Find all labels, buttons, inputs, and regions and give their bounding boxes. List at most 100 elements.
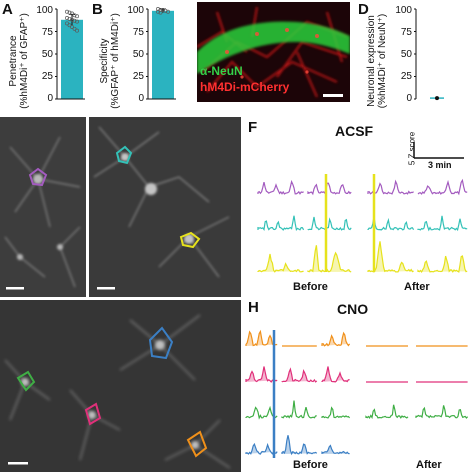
panel-c-image <box>197 2 350 102</box>
panel-d-ytick-50: 50 <box>400 49 412 60</box>
cell-outline-yellow <box>179 231 201 249</box>
panel-h-trace-2-0 <box>245 405 278 420</box>
panel-f-before-label: Before <box>293 281 328 293</box>
panel-d-ytick-75: 75 <box>400 27 412 38</box>
panel-a-datapoint <box>72 18 77 23</box>
panel-a-datapoint <box>75 28 79 33</box>
cell-outline-magenta <box>84 402 102 426</box>
panel-b-ytick-75: 75 <box>132 27 144 38</box>
panel-a-datapoint <box>72 26 77 31</box>
panel-a-ytick-75: 75 <box>41 27 53 38</box>
panel-d-ytick-0: 0 <box>406 93 412 104</box>
panel-f-trace-1-1 <box>307 216 352 231</box>
panel-h-trace-2-1 <box>281 400 317 419</box>
panel-h-trace-2-4 <box>415 405 469 419</box>
panel-f-trace-1-0 <box>257 215 305 232</box>
panel-d-ytick-25: 25 <box>400 71 412 82</box>
panel-a-datapoint <box>72 13 77 18</box>
panel-h-trace-3-2 <box>321 444 350 455</box>
panel-h-trace-2-3 <box>365 404 409 420</box>
panel-h-trace-3-1 <box>281 435 318 456</box>
panel-f-trace-0-3 <box>417 178 468 196</box>
panel-a-ytick-100: 100 <box>36 5 53 16</box>
scale-bar-e-right <box>97 287 115 290</box>
cell-outline-blue <box>148 326 174 360</box>
panel-a-datapoint <box>67 16 72 21</box>
panel-e-image-left <box>0 117 86 297</box>
panel-a-ytick-50: 50 <box>41 49 53 60</box>
panel-label-f: F <box>248 119 258 136</box>
panel-h-trace-3-0 <box>245 442 278 455</box>
panel-c-label-neun: α-NeuN <box>200 64 243 78</box>
panel-f-trace-2-1 <box>307 245 352 273</box>
panel-a-datapoint <box>67 23 72 28</box>
scale-bar-g <box>8 462 28 465</box>
panel-f-trace-1-3 <box>417 215 468 232</box>
panel-a-datapoint <box>65 16 69 20</box>
cell-outline-purple <box>28 167 48 187</box>
panel-g-image <box>0 300 241 472</box>
panel-a-datapoint <box>67 10 72 15</box>
panel-b-ytick-50: 50 <box>132 49 144 60</box>
panel-b-datapoint <box>158 10 163 15</box>
panel-a-datapoint <box>75 14 79 19</box>
panel-f-traces <box>257 174 468 273</box>
panel-f-scalebar <box>413 142 464 159</box>
panel-h-trace-0-0 <box>245 329 278 347</box>
panel-c-micrograph: α-NeuN hM4Di-mCherry <box>197 2 350 102</box>
panel-label-d: D <box>358 1 369 18</box>
panel-a-ylabel: Penetrance (%hM4Di⁺ of GFAP⁺) <box>8 13 30 109</box>
panel-d-datapoint <box>435 96 439 101</box>
cell-outline-cyan <box>115 145 133 165</box>
panel-label-a: A <box>2 1 13 18</box>
panel-a-bar <box>61 19 83 99</box>
panel-b-datapoint <box>163 8 168 13</box>
cell-outline-orange <box>186 430 208 458</box>
panel-h-trace-1-2 <box>321 366 350 383</box>
panel-b-ytick-0: 0 <box>138 93 144 104</box>
panel-h-trace-1-1 <box>281 367 318 383</box>
panel-d-chart <box>414 8 444 101</box>
panel-a-datapoint <box>65 9 69 14</box>
panel-b-ytick-25: 25 <box>132 71 144 82</box>
panel-a-chart <box>55 8 85 100</box>
panel-c-label-hm4di: hM4Di-mCherry <box>200 80 290 94</box>
panel-h-title: CNO <box>337 301 369 317</box>
panel-d-ytick-100: 100 <box>395 5 412 16</box>
scale-bar-e-left <box>6 287 24 290</box>
panel-f-trace-2-3 <box>417 255 468 273</box>
panel-h-trace-0-2 <box>321 331 351 347</box>
cell-outline-green <box>16 370 36 392</box>
scale-bar-c <box>323 94 343 97</box>
panel-h-trace-2-2 <box>321 406 351 419</box>
panel-label-b: B <box>92 1 103 18</box>
panel-b-chart <box>146 7 176 100</box>
panel-b-ytick-100: 100 <box>127 5 144 16</box>
panel-b-ylabel: Specificity (%GFAP⁺ of hM4Di⁺) <box>99 13 121 109</box>
panel-f-trace-0-0 <box>257 179 304 195</box>
panel-e-image-right <box>89 117 241 297</box>
panel-b-datapoint <box>161 7 165 12</box>
panel-f-trace-0-1 <box>307 182 352 196</box>
panel-a-datapoint <box>70 17 74 22</box>
panel-d-ylabel: Neuronal expression (%hM4Di⁺ of NeuN⁺) <box>366 13 388 109</box>
panel-f-after-label: After <box>404 281 430 293</box>
panel-f-title: ACSF <box>335 123 374 139</box>
panel-b-datapoint <box>166 9 170 14</box>
panel-f-trace-2-0 <box>257 253 304 273</box>
panel-a-datapoint <box>75 19 79 24</box>
panel-b-datapoint <box>156 9 160 14</box>
panel-label-h: H <box>248 299 259 316</box>
panel-f-scalebar-x-label: 3 min <box>428 160 452 170</box>
panel-a-datapoint <box>70 11 74 16</box>
panel-f-scalebar-y-label: 5 Z score <box>407 131 417 166</box>
panel-b-datapoint <box>158 7 163 12</box>
panel-a-ytick-25: 25 <box>41 71 53 82</box>
panel-a-datapoint <box>70 25 74 29</box>
panel-h-after-label: After <box>416 459 442 471</box>
panel-h-trace-1-0 <box>245 366 278 383</box>
panel-h-before-label: Before <box>293 459 328 471</box>
panel-b-datapoint <box>156 7 160 11</box>
panel-a-datapoint <box>65 21 69 26</box>
panel-a-ytick-0: 0 <box>47 93 53 104</box>
